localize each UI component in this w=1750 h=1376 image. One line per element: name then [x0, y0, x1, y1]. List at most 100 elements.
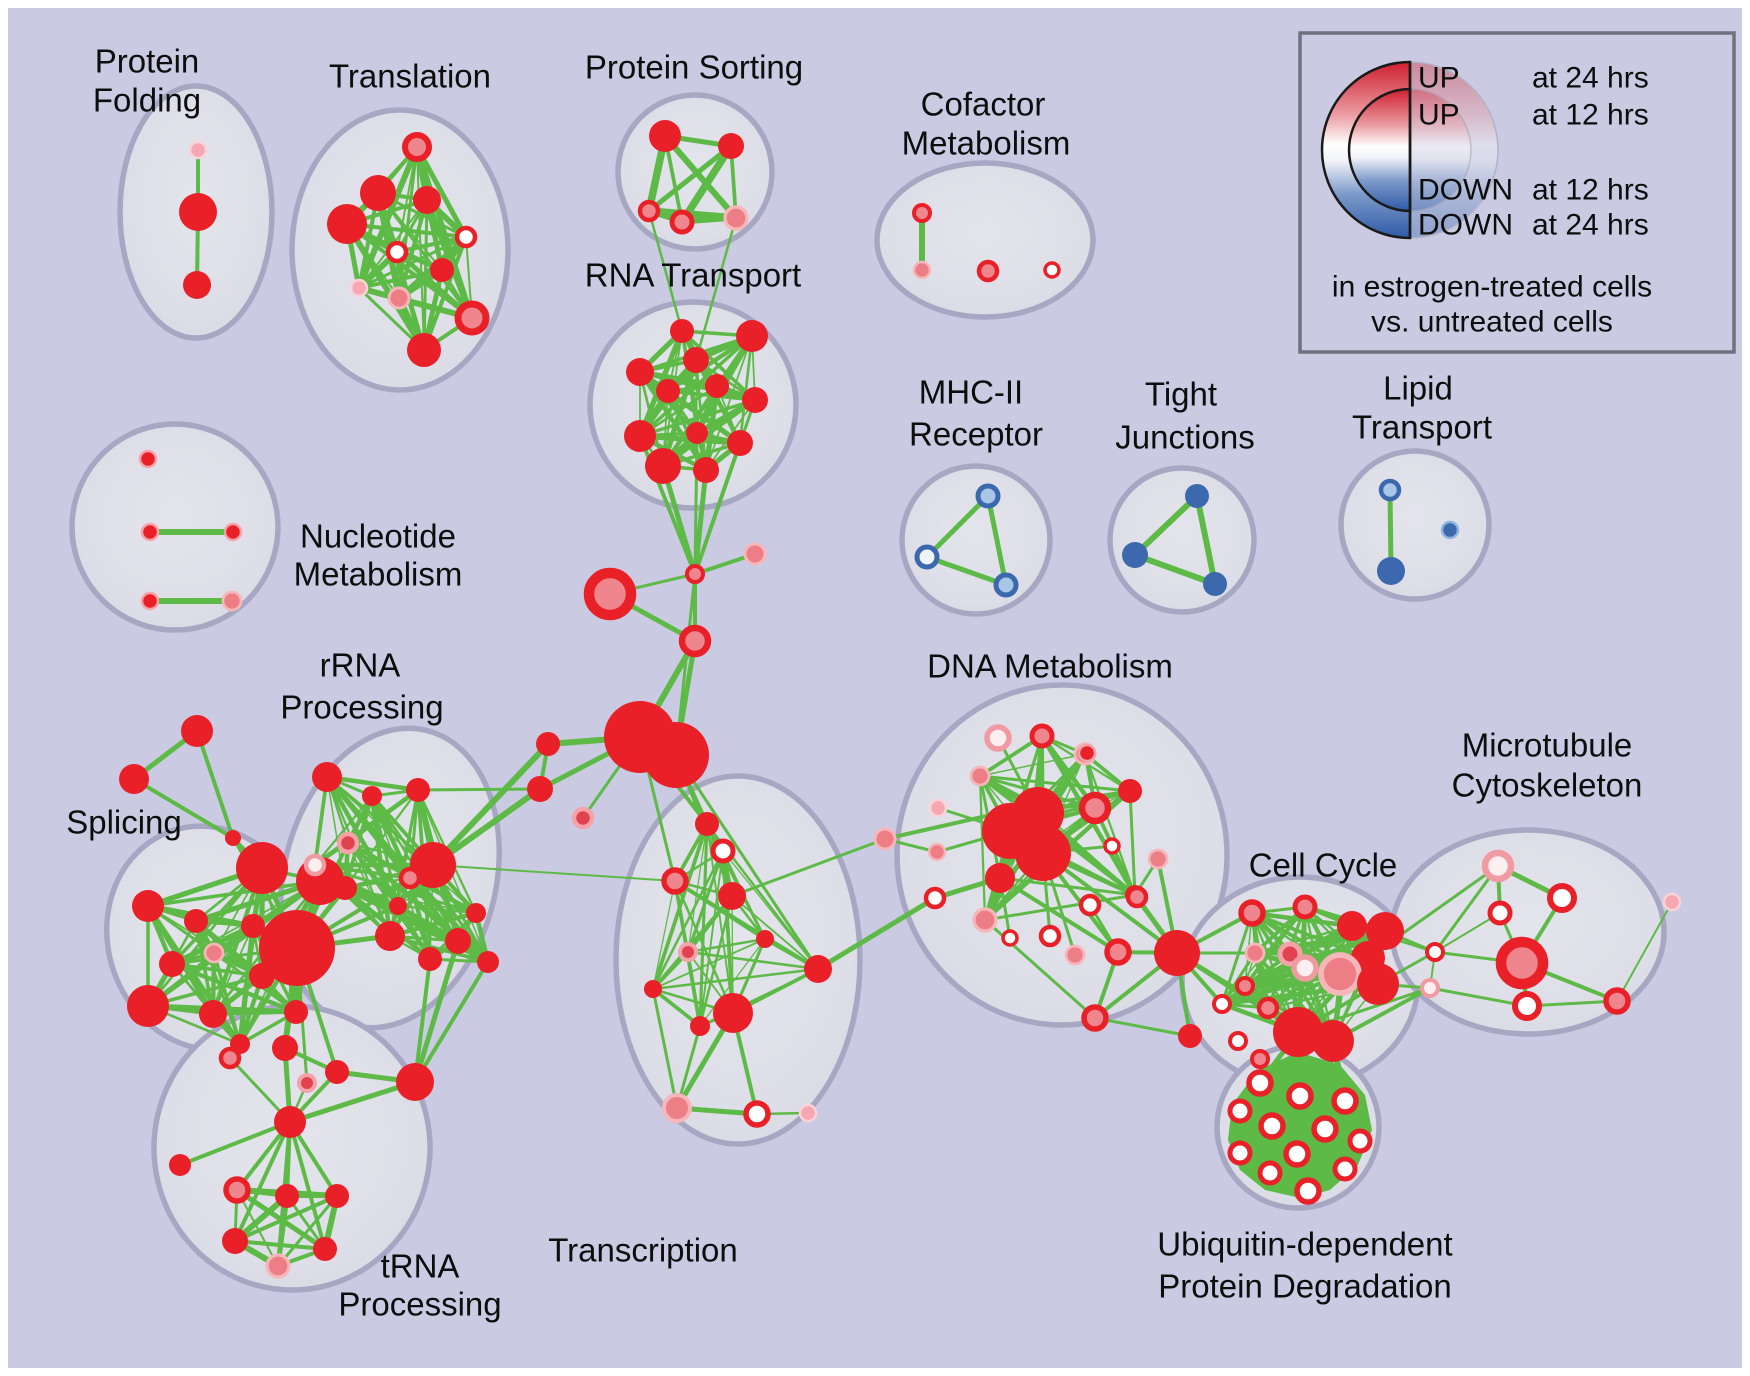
network-node-n4	[678, 624, 712, 658]
network-edge	[816, 895, 937, 972]
network-edge	[1194, 495, 1218, 585]
network-node-cf3	[1043, 261, 1061, 279]
network-node-tr2	[413, 186, 441, 214]
network-node-d21	[1078, 893, 1102, 917]
network-node-sp5	[203, 942, 225, 964]
network-edge	[1269, 1168, 1346, 1174]
network-edge	[288, 1121, 327, 1250]
network-node-lp1	[1377, 557, 1405, 585]
network-node-tr3	[327, 204, 367, 244]
cluster-label-lipid-transport-0: Lipid	[1383, 370, 1453, 407]
network-edge	[1083, 753, 1137, 896]
network-node-f3	[527, 776, 553, 802]
network-node-rt9	[727, 430, 753, 456]
network-node-tr7	[349, 278, 369, 298]
network-edge	[236, 1189, 279, 1267]
network-node-th5	[265, 1253, 291, 1279]
network-edge	[699, 850, 724, 1027]
cluster-label-cell-cycle-0: Cell Cycle	[1249, 847, 1398, 884]
network-node-x11	[662, 1093, 692, 1123]
cluster-ellipse-nucleotide-metabolism	[69, 421, 281, 633]
cluster-label-trna-processing-0: tRNA	[381, 1248, 460, 1285]
network-node-rr1	[362, 786, 382, 806]
network-node-nm0	[138, 449, 158, 469]
network-node-tr0	[402, 132, 432, 162]
network-edge	[693, 399, 757, 575]
network-node-u2	[1331, 1087, 1359, 1115]
legend-time-1: at 12 hrs	[1532, 99, 1649, 132]
network-edge	[1434, 912, 1501, 953]
network-node-mc0	[1481, 849, 1515, 883]
nodes-layer	[119, 120, 1682, 1279]
network-node-cc13	[1273, 1007, 1323, 1057]
network-node-sp0	[236, 842, 288, 894]
network-node-ps2	[637, 199, 661, 223]
network-node-d18	[1064, 944, 1086, 966]
network-edge	[687, 937, 766, 954]
network-edge	[212, 925, 254, 1015]
network-node-x0	[571, 806, 595, 830]
network-node-rt10	[645, 448, 681, 484]
network-node-pf1	[179, 193, 217, 231]
network-node-x10	[690, 1016, 710, 1036]
network-edge	[1239, 1110, 1309, 1192]
network-node-d12	[1147, 848, 1169, 870]
network-edge	[662, 133, 739, 221]
network-node-x12	[743, 1100, 771, 1128]
network-node-u6	[1347, 1128, 1373, 1154]
network-node-sp3	[184, 909, 208, 933]
network-node-rr3	[336, 831, 360, 855]
network-edge	[396, 235, 467, 254]
cluster-label-mhc-ii-receptor-1: Receptor	[909, 416, 1043, 453]
network-node-x7	[804, 955, 832, 983]
cluster-label-protein-sorting-0: Protein Sorting	[585, 49, 803, 86]
network-node-u3	[1227, 1098, 1253, 1124]
network-node-th4	[313, 1237, 337, 1261]
network-node-x13	[798, 1103, 818, 1123]
network-node-pf2	[183, 271, 211, 299]
cluster-label-translation-0: Translation	[329, 58, 491, 95]
network-edge	[1526, 999, 1618, 1008]
network-node-d11	[1103, 837, 1121, 855]
network-edge	[1616, 901, 1673, 1002]
cluster-label-tight-junctions-0: Tight	[1145, 376, 1217, 413]
cluster-label-ubiquitin-degradation-1: Protein Degradation	[1158, 1268, 1452, 1305]
network-node-d20	[1081, 1004, 1109, 1032]
network-node-tl	[169, 1154, 191, 1176]
legend-direction-1: UP	[1418, 99, 1460, 132]
network-edge	[276, 1195, 339, 1267]
network-node-u5	[1311, 1115, 1339, 1143]
network-edge	[413, 958, 432, 1083]
network-node-d13	[985, 863, 1015, 893]
network-edge	[692, 469, 709, 575]
network-edge	[647, 210, 684, 332]
network-node-u0	[1246, 1069, 1274, 1097]
network-edge	[417, 787, 541, 792]
network-node-mc2	[1487, 900, 1513, 926]
network-node-u8	[1283, 1140, 1311, 1168]
network-edge	[1094, 1016, 1191, 1038]
network-edge	[407, 877, 433, 960]
network-edge	[686, 951, 702, 1027]
network-node-br1	[923, 886, 947, 910]
network-node-lp0	[1378, 478, 1402, 502]
network-node-cc9	[1357, 963, 1399, 1005]
network-node-brp	[873, 827, 897, 851]
network-edge	[694, 359, 742, 444]
network-edge	[1429, 986, 1528, 1008]
network-node-ps1	[718, 133, 744, 159]
cluster-label-rrna-processing-0: rRNA	[320, 647, 401, 684]
network-edge	[705, 335, 753, 471]
network-node-th2	[325, 1184, 349, 1208]
network-edge	[985, 495, 1009, 586]
network-edge	[674, 754, 820, 970]
network-edge	[652, 967, 819, 991]
network-node-mh2	[993, 572, 1019, 598]
network-edge	[722, 850, 819, 970]
cluster-label-microtubule-cytoskeleton-0: Microtubule	[1462, 727, 1633, 764]
network-node-nm1	[140, 522, 160, 542]
network-node-nm3	[140, 591, 160, 611]
network-node-u1	[1286, 1082, 1314, 1110]
